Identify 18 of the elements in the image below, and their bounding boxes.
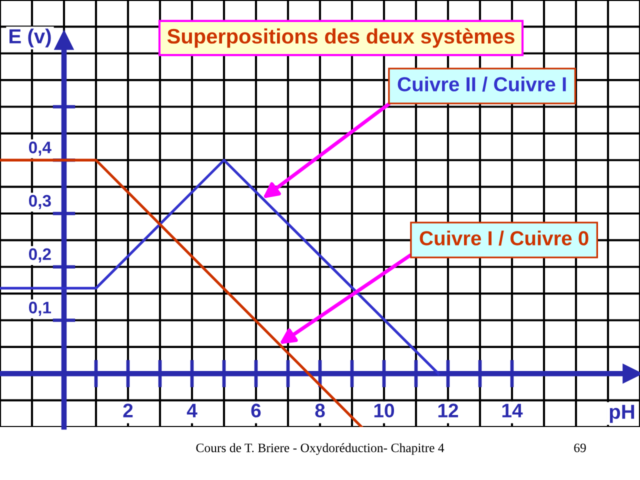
y-tick-label: 0,3 bbox=[28, 194, 51, 210]
x-tick-label: 4 bbox=[186, 404, 198, 418]
x-tick-label: 2 bbox=[123, 404, 133, 418]
text: 69 bbox=[574, 444, 586, 452]
text: Cuivre II / Cuivre I bbox=[398, 76, 566, 92]
text: Cuivre I / Cuivre 0 bbox=[420, 230, 588, 246]
x-tick-label: 12 bbox=[438, 404, 458, 418]
y-axis-title: E (v) bbox=[10, 28, 51, 48]
x-tick-label: 10 bbox=[374, 404, 394, 418]
y-tick-label: 0,2 bbox=[28, 248, 51, 262]
y-tick-label: 0,1 bbox=[28, 302, 52, 316]
x-tick-label: 14 bbox=[502, 404, 523, 418]
x-tick-label: 8 bbox=[315, 404, 325, 418]
y-tick-label: 0,4 bbox=[28, 142, 52, 156]
x-axis-title: pH bbox=[610, 404, 634, 423]
text: Cours de T. Briere - Oxydoréduction- Chapitre 4 bbox=[196, 443, 444, 455]
x-tick-label: 6 bbox=[251, 404, 261, 418]
text: Superpositions des deux systèmes bbox=[167, 28, 514, 48]
